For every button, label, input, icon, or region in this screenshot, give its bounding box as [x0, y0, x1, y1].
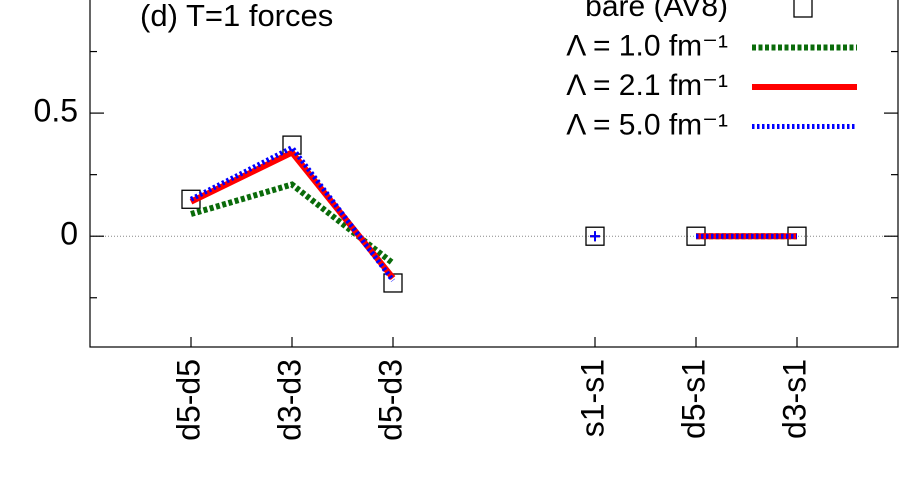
legend-entry: bare (AV8): [585, 0, 813, 23]
line-point: [590, 231, 600, 242]
x-tick-label: d3-s1: [776, 359, 812, 439]
legend-label: Λ = 2.1 fm⁻¹: [566, 69, 728, 102]
y-tick-label: 0.5: [34, 93, 78, 129]
x-tick-label: d5-s1: [675, 359, 711, 439]
series-line: [189, 144, 395, 283]
series-line: [190, 181, 395, 266]
legend-label: bare (AV8): [585, 0, 728, 23]
x-tick-label: d3-d3: [271, 359, 307, 441]
chart-title: (d) T=1 forces: [140, 0, 333, 33]
legend-label: Λ = 1.0 fm⁻¹: [566, 29, 728, 62]
y-tick-label: 1: [60, 0, 78, 5]
legend-label: Λ = 5.0 fm⁻¹: [566, 108, 728, 141]
point-marker: [585, 226, 605, 246]
series-line: [189, 148, 396, 280]
plot-frame: [89, 0, 899, 348]
x-tick-label: d5-d5: [170, 359, 206, 441]
legend-entry: Λ = 1.0 fm⁻¹: [566, 29, 857, 62]
x-tick-label: d5-d3: [372, 359, 408, 441]
legend-entry: Λ = 2.1 fm⁻¹: [566, 69, 857, 102]
legend-swatch: [793, 0, 813, 18]
legend-entry: Λ = 5.0 fm⁻¹: [566, 108, 857, 141]
y-tick-label: 0: [60, 216, 78, 252]
x-tick-label: s1-s1: [574, 359, 610, 437]
